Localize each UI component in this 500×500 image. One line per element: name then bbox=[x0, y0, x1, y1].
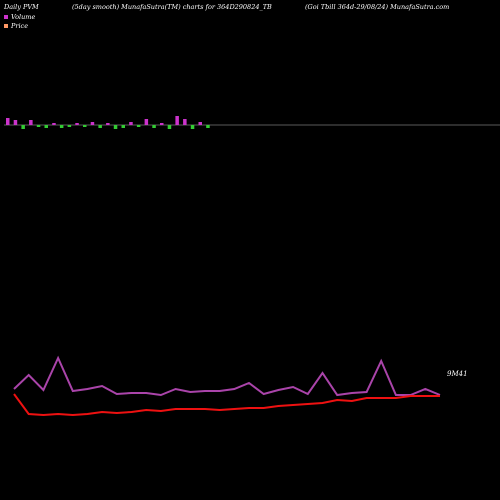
volume-bar bbox=[167, 125, 172, 129]
volume-bar bbox=[152, 125, 156, 128]
volume-bar bbox=[183, 119, 187, 125]
price-series-line bbox=[13, 393, 440, 417]
legend-volume-label: Volume bbox=[11, 13, 36, 21]
volume-bar bbox=[106, 123, 110, 125]
volume-bar bbox=[75, 123, 79, 125]
legend-price: Price bbox=[4, 22, 28, 30]
end-value-label: 9M41 bbox=[447, 370, 468, 378]
instrument-label: (Goi Tbill 364d-29/08/24) MunafaSutra.co… bbox=[305, 3, 450, 11]
legend-volume: Volume bbox=[4, 13, 35, 21]
volume-bar bbox=[206, 125, 210, 128]
chart-type-label: Daily PVM bbox=[4, 3, 39, 11]
volume-bar bbox=[6, 118, 10, 125]
volume-bar bbox=[90, 122, 95, 125]
volume-bar bbox=[21, 125, 25, 129]
volume-bar bbox=[121, 125, 125, 128]
legend-price-label: Price bbox=[11, 22, 29, 30]
chart-title: (5day smooth) MunafaSutra(TM) charts for… bbox=[72, 3, 272, 11]
volume-bar bbox=[198, 122, 202, 125]
volume-bar bbox=[36, 125, 41, 127]
volume-bar bbox=[83, 125, 87, 127]
volume-bar bbox=[190, 125, 195, 129]
volume-bar bbox=[44, 125, 48, 128]
volume-bar bbox=[160, 123, 164, 125]
volume-bars bbox=[6, 116, 210, 129]
legend-price-swatch bbox=[4, 24, 8, 28]
volume-bar bbox=[113, 125, 118, 129]
volume-bar bbox=[67, 125, 72, 127]
volume-bar bbox=[129, 122, 133, 125]
volume-series-line bbox=[13, 355, 441, 397]
volume-bar bbox=[98, 125, 102, 128]
volume-bar bbox=[175, 116, 179, 125]
volume-bar bbox=[59, 125, 64, 128]
volume-bar bbox=[52, 123, 56, 125]
volume-bar bbox=[13, 120, 18, 125]
volume-bar bbox=[29, 120, 33, 125]
volume-bar bbox=[144, 119, 149, 125]
legend-volume-swatch bbox=[4, 15, 8, 19]
volume-bar bbox=[136, 125, 141, 127]
